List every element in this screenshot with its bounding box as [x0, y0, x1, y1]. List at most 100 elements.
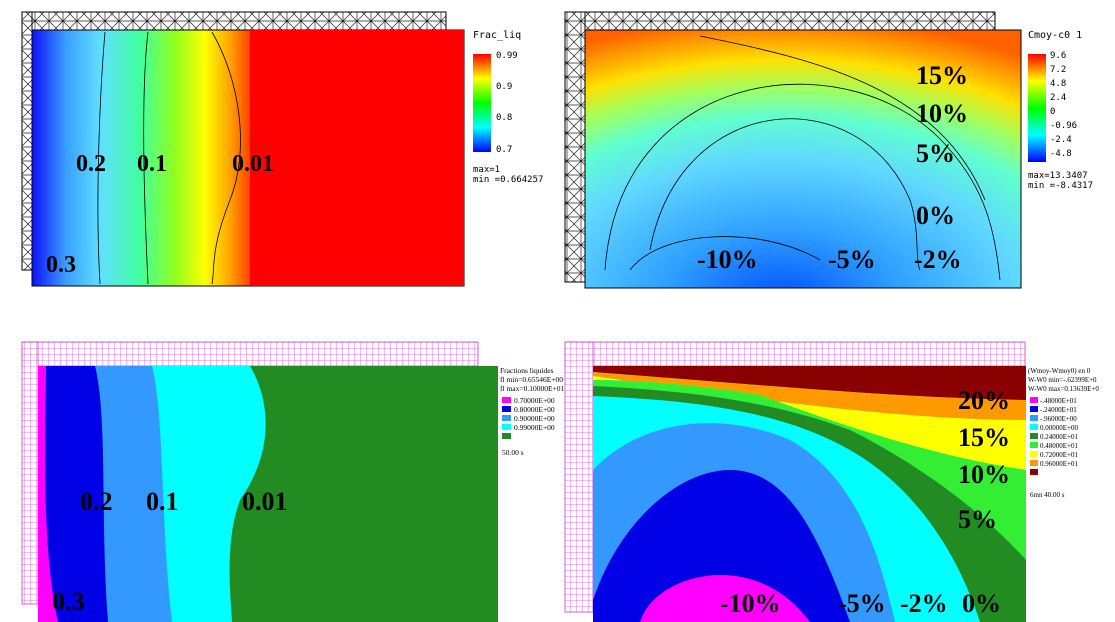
contour-label: 15%	[958, 423, 1010, 452]
legend-title: Frac_liq	[473, 30, 521, 41]
scale-label: 9.6	[1050, 51, 1066, 61]
liquid-region	[250, 30, 464, 286]
scale-label: -4.8	[1050, 149, 1072, 159]
panel-bottom-left: 0.2 0.1 0.01 0.3 Fractions liquides fl m…	[21, 341, 565, 622]
contour-label: 0.2	[76, 151, 106, 177]
legend-label: -.48000E+01	[1040, 397, 1077, 405]
legend-swatch	[1030, 460, 1038, 466]
mesh-border-top	[21, 11, 447, 31]
legend-line: fl min=0.65546E+00	[500, 375, 563, 384]
contour-label: 0.1	[137, 151, 167, 177]
legend-swatch	[1030, 424, 1038, 430]
region-blue	[38, 366, 108, 622]
min-value: min =-8.4317	[1028, 181, 1093, 191]
legend-swatch	[1030, 433, 1038, 439]
scale-label: 0.9	[496, 82, 512, 92]
contour-line	[211, 31, 241, 285]
max-value: max=13.3407	[1028, 171, 1088, 181]
panel-bottom-right: 20% 15% 10% 5% -10% -5% -2% 0% (Wmoy-Wmo…	[564, 341, 1099, 622]
min-value: min =0.664257	[473, 175, 543, 185]
contour-label: -10%	[720, 589, 781, 618]
legend-swatch	[1030, 451, 1038, 457]
scale-label: 4.8	[1050, 79, 1066, 89]
legend-swatch	[502, 424, 511, 430]
region-dark-red	[593, 366, 1026, 400]
legend-label: 0.00000E+00	[1040, 424, 1078, 432]
legend-swatch	[1030, 442, 1038, 448]
contour-label: 0.01	[242, 487, 288, 516]
contour-label: -2%	[914, 245, 962, 274]
region-magenta	[640, 575, 810, 622]
legend-line: Fractions liquides	[500, 366, 554, 375]
grid-border-top	[21, 341, 479, 367]
legend-label: 0.90000E+00	[514, 414, 555, 423]
region-blue	[593, 470, 850, 622]
legend-label: 0.99000E+00	[514, 423, 555, 432]
time-label: 6mn 40.00 s	[1030, 491, 1065, 499]
contour-label: 0.3	[46, 252, 76, 278]
field-cmoy	[584, 29, 1022, 289]
contour-label: 15%	[916, 61, 968, 90]
scale-label: -0.96	[1050, 121, 1077, 131]
region-magenta	[38, 366, 58, 622]
contour-label: -5%	[828, 245, 876, 274]
legend-label: 0.72000E+01	[1040, 451, 1078, 459]
color-scale-bar	[473, 54, 491, 152]
region-orange	[593, 372, 1026, 420]
legend-swatch	[1030, 406, 1038, 412]
contour-label: 5%	[958, 505, 997, 534]
region-yellow	[593, 376, 1026, 470]
contour-label: 0.3	[52, 587, 85, 616]
legend-line: W-W0 min=-.62399E+0	[1028, 376, 1097, 384]
legend-label: -.96000E+00	[1040, 415, 1077, 423]
mesh-border-left	[564, 11, 586, 283]
contour-line	[143, 31, 149, 285]
grid-border-top	[564, 341, 1026, 367]
legend-line: W-W0 max=0.13639E+0	[1028, 385, 1099, 393]
contour-line	[604, 83, 1001, 281]
contour-label: 10%	[916, 99, 968, 128]
legend-label: 0.96000E+01	[1040, 460, 1078, 468]
legend-swatch	[1030, 469, 1038, 475]
scale-label: 0	[1050, 107, 1055, 117]
legend-swatch	[502, 406, 511, 412]
grid-border-left	[564, 341, 594, 613]
grid-border-left	[21, 341, 39, 605]
legend-label: -.24000E+01	[1040, 406, 1077, 414]
mesh-border-left	[21, 11, 33, 271]
contour-label: 0.01	[232, 151, 274, 177]
contour-line	[649, 118, 921, 271]
contour-label: 0.1	[146, 487, 179, 516]
legend-swatch	[1030, 397, 1038, 403]
legend-label: 0.80000E+00	[514, 405, 555, 414]
legend-swatch	[1030, 415, 1038, 421]
region-green	[593, 386, 1026, 622]
max-value: max=1	[473, 165, 500, 175]
legend-swatch	[502, 433, 511, 439]
legend-label: 0.70000E+00	[514, 396, 555, 405]
scale-label: 0.99	[496, 51, 518, 61]
contour-label: -2%	[900, 589, 948, 618]
legend-line: (Wmoy-Wmoy0) en 0	[1028, 367, 1091, 375]
contour-label: 0.2	[80, 487, 113, 516]
scale-label: 0.7	[496, 145, 512, 155]
scale-label: 2.4	[1050, 93, 1066, 103]
region-light-green	[593, 380, 1026, 560]
legend-line: fl max=0.10000E+01	[500, 384, 565, 393]
legend-swatch	[502, 397, 511, 403]
scale-label: -2.4	[1050, 135, 1072, 145]
scale-label: 0.8	[496, 113, 512, 123]
contour-label: 5%	[916, 139, 955, 168]
scale-label: 7.2	[1050, 65, 1066, 75]
contour-line	[97, 31, 106, 285]
legend-label: 0.24000E+01	[1040, 433, 1078, 441]
contour-label: 0%	[916, 201, 955, 230]
mesh-border-top	[564, 11, 996, 31]
contour-line	[699, 35, 986, 201]
contour-label: 10%	[958, 460, 1010, 489]
contour-line	[629, 236, 821, 271]
legend-swatch	[502, 415, 511, 421]
time-label: 50.00 s	[502, 448, 524, 457]
panel-top-right: 15% 10% 5% 0% -10% -5% -2% Cmoy-c0 1 9.6…	[564, 11, 1093, 289]
